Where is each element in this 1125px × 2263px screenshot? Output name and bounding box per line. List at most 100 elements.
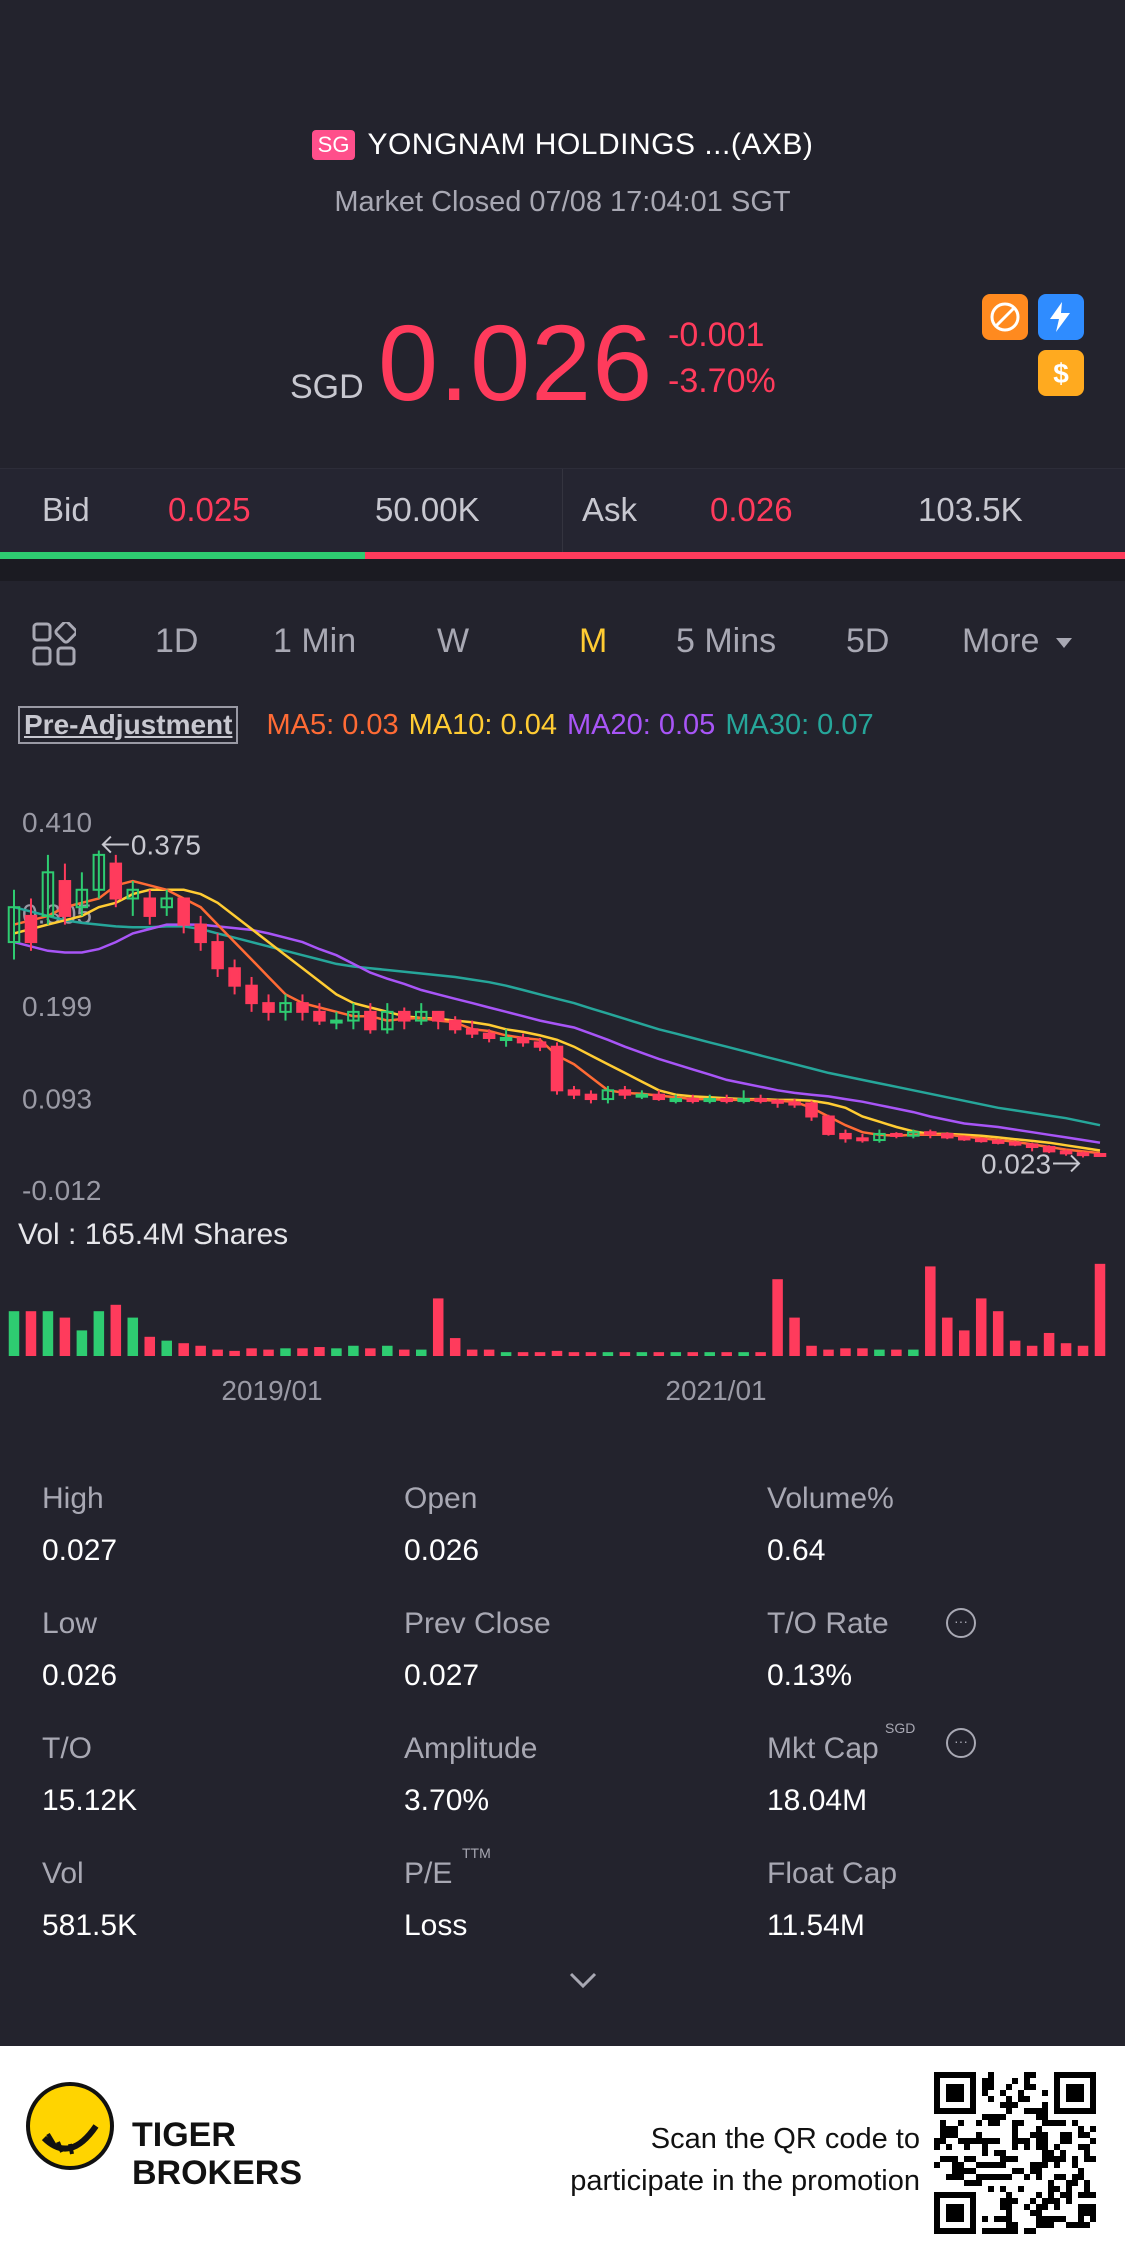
- title-row: SG YONGNAM HOLDINGS ...(AXB): [0, 128, 1125, 162]
- candle-up: [279, 1002, 292, 1013]
- stat-label: Amplitude: [404, 1732, 538, 1765]
- candle-down: [974, 1138, 988, 1143]
- bid-ask-bar: Bid 0.025 50.00K Ask 0.026 103.5K: [0, 468, 1125, 555]
- tab-5mins[interactable]: 5 Mins: [676, 622, 777, 660]
- qr-module: [1048, 2156, 1054, 2162]
- candle-down: [652, 1093, 666, 1101]
- volume-bar: [602, 1352, 614, 1356]
- qr-module: [1042, 2162, 1048, 2168]
- qr-module: [1000, 2186, 1006, 2192]
- qr-module: [1084, 2132, 1090, 2138]
- qr-module: [1078, 2204, 1084, 2210]
- tab-week[interactable]: W: [437, 622, 470, 660]
- candle-up: [7, 906, 21, 944]
- tab-month[interactable]: M: [579, 622, 608, 660]
- volume-bar: [687, 1352, 699, 1356]
- qr-module: [1042, 2132, 1048, 2138]
- low-arrow-icon: [1053, 1154, 1081, 1173]
- tab-1min[interactable]: 1 Min: [273, 622, 357, 660]
- qr-module: [1066, 2198, 1072, 2204]
- qr-module: [1036, 2210, 1042, 2216]
- qr-module: [1024, 2204, 1030, 2210]
- candle-down: [618, 1089, 632, 1096]
- high-marker-label: 0.375: [131, 830, 201, 861]
- qr-module: [1066, 2138, 1072, 2144]
- qr-module: [1084, 2186, 1090, 2192]
- caret-down-icon: [1055, 638, 1072, 649]
- stock-title[interactable]: YONGNAM HOLDINGS ...(AXB): [367, 128, 814, 161]
- qr-module: [1006, 2174, 1012, 2180]
- qr-module: [970, 2138, 976, 2144]
- lightning-icon[interactable]: [1038, 294, 1084, 340]
- stat-value: 0.13%: [767, 1659, 853, 1692]
- qr-module: [1012, 2102, 1018, 2108]
- tab-more[interactable]: More: [962, 622, 1073, 661]
- volume-bar: [365, 1348, 376, 1356]
- low-marker-label: 0.023: [981, 1148, 1051, 1179]
- qr-module: [934, 2162, 940, 2168]
- change-percent: -3.70%: [668, 362, 776, 400]
- qr-module: [934, 2144, 940, 2150]
- qr-module: [1006, 2102, 1012, 2108]
- qr-module: [1060, 2120, 1066, 2126]
- qr-module: [1012, 2228, 1018, 2234]
- volume-bar: [93, 1311, 105, 1356]
- qr-module: [1048, 2222, 1054, 2228]
- volume-bar: [721, 1352, 732, 1356]
- stat-value: 3.70%: [404, 1784, 490, 1817]
- qr-module: [988, 2162, 994, 2168]
- to-rate-info-icon[interactable]: ···: [946, 1608, 976, 1638]
- qr-module: [1000, 2216, 1006, 2222]
- volume-bar: [144, 1336, 156, 1356]
- no-short-icon[interactable]: [982, 294, 1028, 340]
- candle-down: [550, 1045, 564, 1092]
- dollar-icon[interactable]: $: [1038, 350, 1084, 396]
- qr-module: [1060, 2150, 1066, 2156]
- stat-t-o-rate: T/O Rate 0.13%: [767, 1607, 889, 1693]
- stat-volume-: Volume% 0.64: [767, 1482, 894, 1568]
- tab-5d[interactable]: 5D: [846, 622, 890, 660]
- qr-module: [940, 2126, 946, 2132]
- qr-module: [1078, 2126, 1084, 2132]
- qr-module: [958, 2174, 964, 2180]
- pre-adjustment-toggle[interactable]: Pre-Adjustment: [18, 706, 239, 744]
- qr-module: [958, 2162, 964, 2168]
- qr-module: [1084, 2150, 1090, 2156]
- bid-size: 50.00K: [375, 491, 480, 528]
- qr-module: [1024, 2144, 1030, 2150]
- change-value: -0.001: [668, 316, 765, 354]
- tab-1d[interactable]: 1D: [155, 622, 199, 660]
- qr-module: [958, 2138, 964, 2144]
- qr-module: [934, 2138, 940, 2144]
- qr-module: [1048, 2192, 1054, 2198]
- volume-bar: [483, 1349, 495, 1356]
- mkt-cap-info-icon[interactable]: ···: [946, 1728, 976, 1758]
- qr-module: [982, 2144, 988, 2150]
- layout-grid-icon[interactable]: [32, 620, 78, 671]
- qr-module: [940, 2120, 946, 2126]
- qr-module: [1036, 2132, 1042, 2138]
- qr-module: [1066, 2132, 1072, 2138]
- qr-module: [1054, 2186, 1060, 2192]
- currency-label: SGD: [290, 368, 364, 406]
- candle-down: [890, 1132, 903, 1137]
- qr-module: [1018, 2120, 1024, 2126]
- qr-module: [988, 2186, 994, 2192]
- candle-down: [1042, 1146, 1056, 1153]
- qr-module: [970, 2168, 976, 2174]
- stat-label: Vol: [42, 1857, 84, 1890]
- candle-down: [398, 1010, 411, 1022]
- qr-module: [952, 2168, 958, 2174]
- candle-down: [448, 1019, 462, 1031]
- candle-down: [245, 984, 258, 1005]
- price-chart[interactable]: 0.4100.3050.1990.093-0.0120.3750.0232019…: [0, 780, 1125, 1420]
- stat-high: High 0.027: [42, 1482, 117, 1568]
- expand-chevron-icon[interactable]: [568, 1970, 598, 1990]
- stat-mkt-cap: Mkt Cap 18.04M: [767, 1732, 879, 1818]
- qr-module: [1012, 2144, 1018, 2150]
- qr-module: [994, 2216, 1000, 2222]
- volume-bar: [942, 1317, 953, 1356]
- volume-bar: [568, 1352, 580, 1356]
- qr-module: [1036, 2192, 1042, 2198]
- ma5-value: MA5: 0.03: [266, 708, 399, 741]
